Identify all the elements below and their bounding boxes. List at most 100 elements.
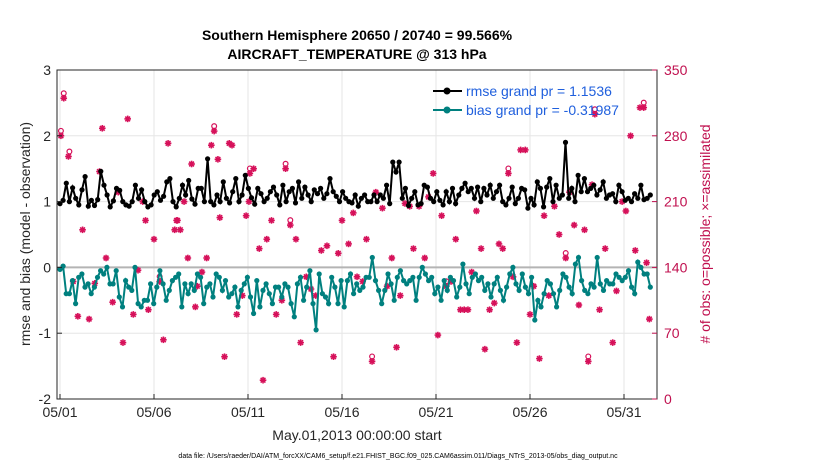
rmse-point — [208, 199, 214, 205]
rmse-point — [176, 195, 182, 201]
legend-rmse-label: rmse grand pr = 1.1536 — [466, 83, 612, 99]
obs-assimilated-marker — [130, 311, 137, 318]
rmse-point — [384, 182, 390, 188]
obs-assimilated-marker — [263, 235, 271, 243]
obs-assimilated-marker — [102, 254, 110, 262]
rmse-point — [402, 185, 408, 191]
obs-assimilated-marker — [245, 198, 253, 205]
rmse-point — [575, 172, 581, 178]
obs-assimilated-marker — [596, 306, 603, 313]
bias-point — [494, 274, 500, 280]
bias-point — [191, 287, 197, 293]
rmse-point — [57, 201, 63, 207]
rmse-point — [201, 199, 207, 205]
bias-point — [401, 278, 407, 284]
obs-assimilated-marker — [85, 315, 93, 323]
y-axis-left-label: rmse and bias (model - observation) — [17, 122, 33, 346]
obs-assimilated-marker — [323, 242, 331, 250]
bias-point — [247, 294, 254, 300]
obs-possible-marker — [287, 217, 294, 224]
bias-point — [582, 287, 588, 293]
obs-assimilated-marker — [233, 311, 241, 318]
rmse-series — [57, 139, 653, 211]
bias-point — [604, 278, 610, 284]
bias-point — [210, 294, 216, 300]
obs-assimilated-marker — [490, 299, 498, 307]
rmse-point — [493, 189, 500, 195]
legend-rmse-marker — [443, 87, 451, 95]
obs-possible-marker — [591, 106, 598, 113]
obs-possible-marker — [369, 353, 376, 360]
bias-point — [176, 271, 182, 277]
rmse-point — [302, 184, 308, 190]
obs-assimilated-marker — [473, 207, 480, 215]
rmse-point — [214, 192, 220, 198]
obs-assimilated-marker — [177, 226, 184, 234]
bias-point — [500, 297, 507, 303]
obs-assimilated-marker — [180, 198, 188, 205]
bias-point — [347, 271, 354, 277]
bias-point — [179, 304, 185, 310]
bias-point — [569, 291, 575, 297]
rmse-point — [120, 199, 126, 205]
rmse-point — [261, 199, 267, 205]
rmse-point — [553, 182, 559, 188]
bias-point — [472, 271, 478, 277]
rmse-point — [638, 182, 644, 188]
bias-point — [294, 281, 300, 287]
bias-point — [388, 281, 394, 287]
obs-assimilated-marker — [272, 311, 280, 318]
obs-possible-marker — [505, 165, 512, 172]
bias-point — [426, 278, 432, 284]
bias-point — [538, 304, 544, 310]
bias-point — [85, 281, 91, 287]
plot-area — [57, 70, 657, 399]
bias-point — [316, 271, 322, 277]
bias-point — [497, 287, 503, 293]
rmse-point — [559, 192, 566, 198]
obs-assimilated-marker — [353, 273, 361, 281]
bias-point — [566, 284, 572, 290]
rmse-point — [500, 199, 506, 205]
rmse-point — [82, 174, 88, 180]
bias-point — [297, 274, 304, 280]
x-tick-label: 05/16 — [324, 404, 359, 420]
rmse-point — [164, 179, 170, 185]
bias-point — [198, 274, 204, 280]
rmse-point — [167, 176, 173, 182]
bias-point — [600, 287, 607, 293]
bias-point — [560, 271, 566, 277]
rmse-point — [362, 192, 368, 198]
bias-point — [575, 254, 582, 261]
plot-frame — [56, 69, 658, 400]
obs-assimilated-marker — [363, 235, 370, 243]
bias-point — [525, 291, 532, 297]
bias-point — [254, 278, 260, 284]
bias-point — [516, 287, 522, 293]
bias-point — [113, 268, 119, 274]
bias-point — [329, 274, 335, 280]
obs-assimilated-marker — [646, 315, 653, 323]
obs-assimilated-marker — [396, 292, 404, 299]
rmse-point — [475, 184, 481, 190]
bias-point — [432, 291, 438, 297]
rmse-point — [198, 185, 204, 191]
obs-assimilated-marker — [160, 336, 167, 344]
bias-point — [360, 284, 366, 290]
x-axis: 05/01 05/06 05/11 05/16 05/21 05/26 05/31 — [42, 394, 642, 420]
obs-assimilated-marker — [555, 231, 563, 238]
bias-point — [335, 301, 341, 307]
rmse-point — [236, 199, 242, 205]
bias-point — [616, 274, 622, 280]
obs-assimilated-marker — [192, 303, 199, 311]
bias-point — [285, 284, 291, 290]
obs-assimilated-marker — [631, 247, 639, 254]
x-tick-label: 05/11 — [231, 404, 265, 420]
rmse-point — [374, 199, 380, 205]
bias-point — [307, 268, 313, 274]
bias-point — [135, 301, 141, 307]
rmse-point — [151, 192, 157, 198]
bias-point — [144, 297, 151, 303]
obs-assimilated-marker — [174, 217, 181, 224]
rmse-point — [616, 182, 622, 188]
